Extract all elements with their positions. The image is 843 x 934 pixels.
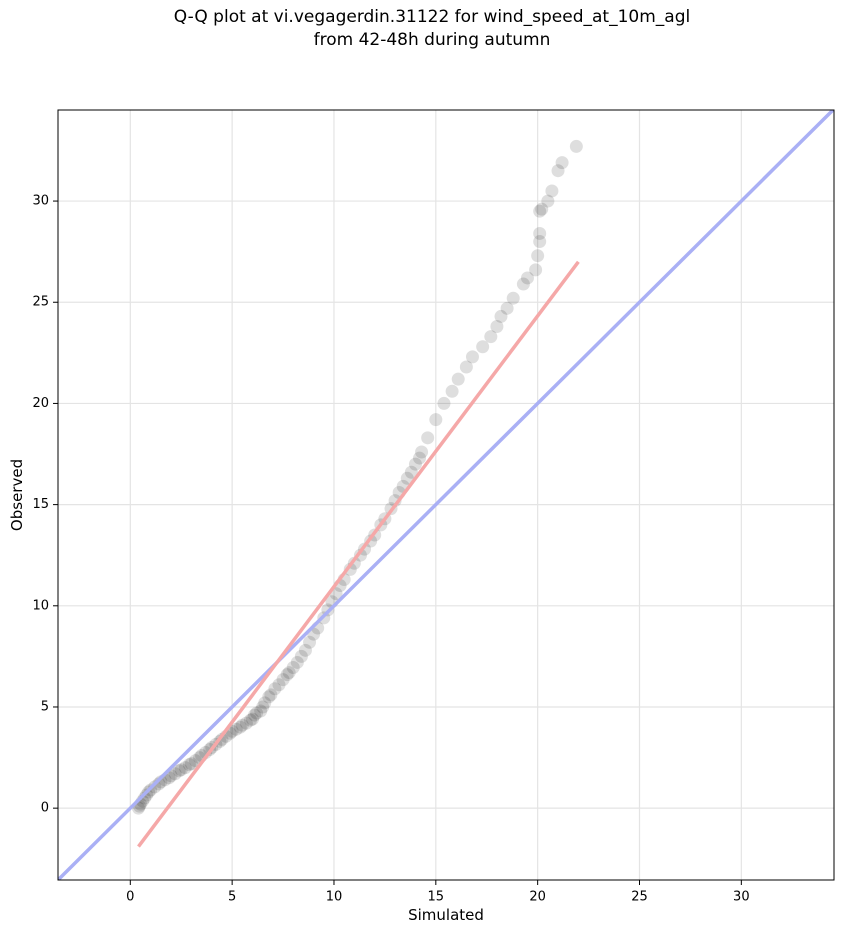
x-tick-label: 5 (228, 890, 236, 905)
point (303, 635, 317, 649)
point (408, 457, 422, 471)
point (248, 708, 262, 722)
point (235, 718, 249, 732)
y-tick-label: 20 (32, 396, 49, 411)
y-tick-label: 30 (32, 194, 49, 209)
y-axis-label: Observed (8, 459, 26, 531)
point (413, 451, 427, 465)
y-tick-label: 5 (41, 699, 49, 714)
point (239, 716, 253, 730)
point (484, 330, 498, 344)
point (541, 194, 555, 208)
y-tick-label: 15 (32, 497, 49, 512)
point (229, 722, 243, 736)
point (545, 184, 559, 198)
point (182, 758, 196, 772)
point (437, 396, 451, 410)
point (535, 202, 549, 216)
point (168, 767, 182, 781)
x-axis-label: Simulated (408, 906, 484, 924)
point (254, 704, 268, 718)
point (555, 156, 569, 170)
point (243, 713, 257, 727)
point (343, 562, 357, 576)
point (246, 712, 260, 726)
x-tick-label: 15 (428, 890, 445, 905)
point (233, 720, 247, 734)
point (250, 706, 264, 720)
point (298, 643, 312, 657)
axes-frame (57, 109, 835, 881)
point (148, 780, 162, 794)
point (459, 360, 473, 374)
point (280, 668, 294, 682)
point (272, 678, 286, 692)
point (429, 413, 443, 427)
point (476, 340, 490, 354)
reference-line (137, 260, 580, 848)
point (140, 788, 154, 802)
point (533, 235, 547, 249)
point (282, 666, 296, 680)
point (551, 164, 565, 178)
point (184, 757, 198, 771)
point (529, 263, 543, 277)
reference-line (58, 110, 834, 880)
point (172, 764, 186, 778)
grid (58, 110, 834, 880)
plot-area (58, 110, 834, 880)
y-tick-label: 10 (32, 598, 49, 613)
point (415, 445, 429, 459)
point (174, 763, 188, 777)
point (451, 372, 465, 386)
point (268, 682, 282, 696)
chart-subtitle: from 42-48h during autumn (314, 30, 551, 50)
y-tick-label: 0 (41, 801, 49, 816)
point (286, 661, 300, 675)
ticks: 0 5 10 15 20 25 30 0 5 10 15 20 25 30 (32, 194, 749, 905)
x-tick-label: 10 (326, 890, 343, 905)
chart-title: Q-Q plot at vi.vegagerdin.31122 for wind… (174, 7, 690, 27)
x-tick-label: 25 (631, 890, 648, 905)
point (421, 431, 435, 445)
x-tick-label: 30 (733, 890, 750, 905)
point (465, 350, 479, 364)
point (533, 226, 547, 240)
point (404, 465, 418, 479)
point (290, 655, 304, 669)
point (520, 271, 534, 285)
point (506, 291, 520, 305)
point (494, 309, 508, 323)
point (531, 249, 545, 263)
point (533, 204, 547, 218)
point (256, 700, 270, 714)
point (178, 761, 192, 775)
point (262, 690, 276, 704)
point (400, 471, 414, 485)
y-tick-label: 25 (32, 295, 49, 310)
x-tick-label: 0 (126, 890, 134, 905)
point (276, 673, 290, 687)
point (294, 649, 308, 663)
x-tick-label: 20 (529, 890, 546, 905)
point (516, 277, 530, 291)
point (500, 301, 514, 315)
point (258, 696, 272, 710)
point (445, 384, 459, 398)
point (569, 139, 583, 153)
point (264, 688, 278, 702)
point (490, 320, 504, 334)
